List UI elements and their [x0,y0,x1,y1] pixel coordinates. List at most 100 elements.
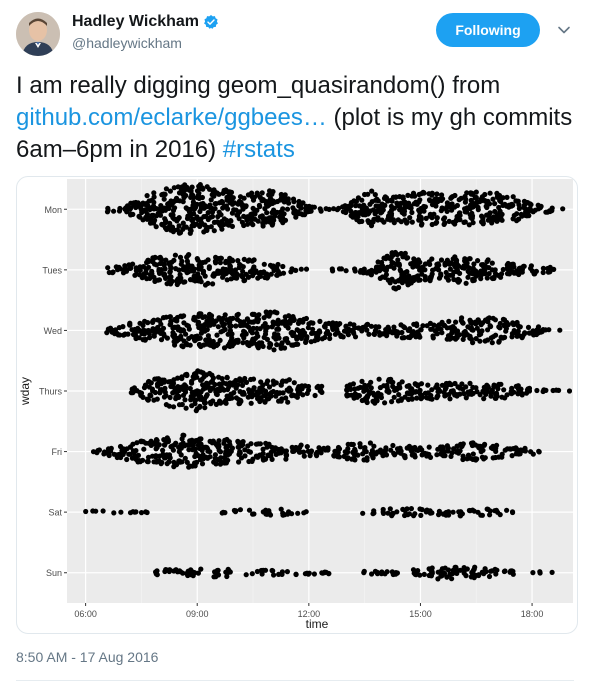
data-point [219,510,225,516]
data-point [510,320,516,326]
data-point [207,322,213,328]
data-point [466,222,472,228]
data-point [317,206,323,212]
data-point [198,441,204,447]
data-point [452,380,458,387]
data-point [534,387,540,394]
data-point [148,438,154,444]
data-point [171,464,177,470]
data-point [111,510,117,516]
data-point [263,456,269,462]
data-point [227,323,233,329]
data-point [220,274,226,280]
data-point [448,260,454,266]
data-point [530,570,536,576]
data-point [463,196,469,202]
data-point [390,217,396,223]
data-point [429,202,436,208]
data-point [197,266,203,272]
data-point [160,447,166,453]
data-point [463,384,469,390]
data-point [368,271,374,277]
data-point [199,461,206,467]
data-point [285,340,291,346]
data-point [351,322,357,328]
data-point [457,212,463,218]
data-point [162,266,168,272]
x-tick-label: 06:00 [74,609,97,619]
data-point [376,203,382,210]
data-point [154,396,160,402]
author-handle[interactable]: @hadleywickham [72,35,182,51]
data-point [235,201,241,207]
data-point [233,207,239,213]
data-point [130,448,136,454]
data-point [470,571,476,577]
author-name[interactable]: Hadley Wickham [72,13,200,30]
data-point [168,321,174,327]
data-point [392,328,399,334]
data-point [453,319,459,325]
data-point [171,459,177,465]
following-button[interactable]: Following [436,13,540,47]
data-point [389,379,395,385]
data-point [222,312,228,318]
data-point [394,446,401,452]
data-point [136,458,142,464]
data-point [194,459,200,465]
data-point [397,385,403,391]
data-point [168,198,174,204]
data-point [429,387,435,393]
data-point [217,398,223,404]
data-point [336,446,343,452]
data-point [224,436,230,443]
data-point [189,389,195,396]
hashtag-link[interactable]: #rstats [222,136,295,163]
data-point [417,197,423,203]
data-point [223,449,229,455]
data-point [132,452,138,458]
tweet-media-plot[interactable]: Mon Tues Wed Thurs Fri Sat Sun 06:00 09:00 12:00… [16,176,578,634]
data-point [470,507,476,513]
data-point [229,210,235,216]
data-point [216,200,223,206]
data-point [422,450,428,456]
data-point [390,383,396,390]
data-point [189,184,195,190]
data-point [418,392,424,398]
author-avatar[interactable] [16,12,60,56]
data-point [281,199,287,205]
data-point [450,509,456,515]
data-point [514,211,520,217]
data-point [171,339,177,345]
data-point [262,399,268,405]
data-point [430,267,436,273]
tweet-timestamp[interactable]: 8:50 AM - 17 Aug 2016 [16,649,159,665]
data-point [285,325,291,331]
data-point [409,396,415,402]
data-point [117,332,123,338]
data-point [255,316,262,322]
data-point [509,453,515,459]
data-point [370,390,376,396]
tweet-link[interactable]: github.com/eclarke/ggbees… [16,104,327,131]
data-point [134,440,140,446]
chevron-down-icon[interactable] [556,22,572,38]
data-point [492,271,499,277]
data-point [438,568,444,574]
data-point [301,316,307,322]
data-point [299,383,305,389]
data-point [419,507,425,513]
data-point [490,334,496,340]
data-point [429,191,435,197]
data-point [384,382,390,388]
data-point [204,445,210,451]
data-point [383,272,389,278]
data-point [293,571,299,578]
data-point [304,334,310,340]
data-point [401,208,408,214]
data-point [244,221,251,227]
data-point [405,282,411,288]
data-point [467,380,473,386]
data-point [464,205,470,211]
